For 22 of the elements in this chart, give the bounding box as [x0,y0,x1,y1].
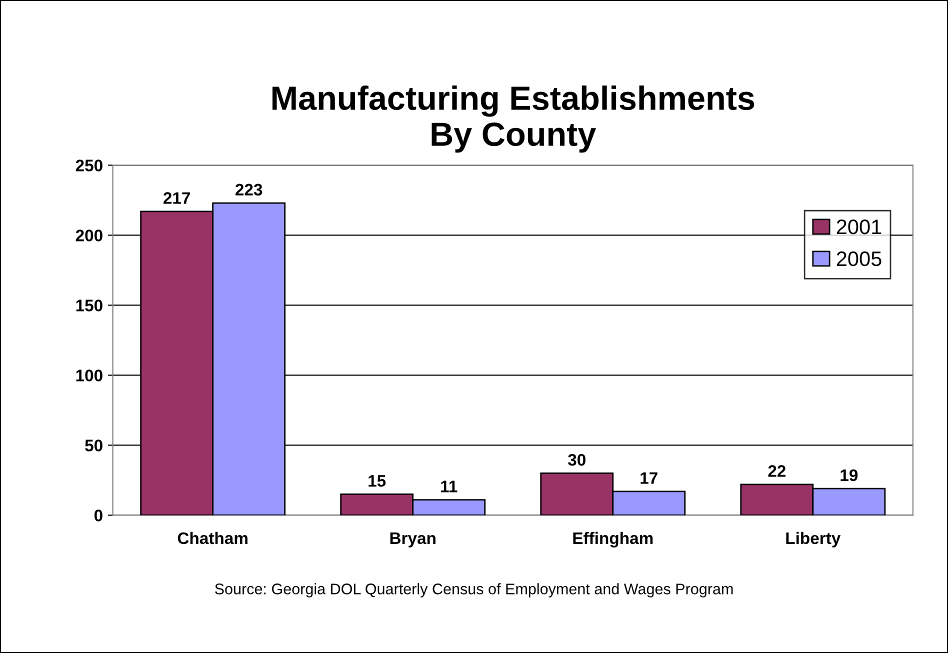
y-tick-label: 0 [94,510,102,522]
source-note: Source: Georgia DOL Quarterly Census of Employment and Wages Program [215,583,733,598]
legend-label: 2005 [836,251,882,266]
legend-label: 2001 [836,220,882,234]
x-tick-label: Bryan [390,532,436,548]
y-tick-label: 50 [85,440,102,452]
y-tick-label: 100 [76,370,102,382]
data-label: 17 [640,472,658,484]
data-label: 22 [768,465,786,477]
data-label: 217 [163,192,190,204]
y-tick-label: 250 [76,160,102,172]
data-label: 223 [236,184,262,196]
y-tick-label: 200 [76,230,102,242]
data-label: 30 [568,454,586,466]
data-label: 19 [840,469,858,482]
x-tick-label: Chatham [178,532,248,544]
chart-title: Manufacturing Establishments By County [272,86,754,153]
data-label: 11 [441,480,458,492]
x-tick-label: Liberty [786,532,841,548]
data-label: 15 [368,475,386,487]
x-tick-label: Effingham [573,532,653,548]
y-tick-label: 150 [76,300,102,312]
